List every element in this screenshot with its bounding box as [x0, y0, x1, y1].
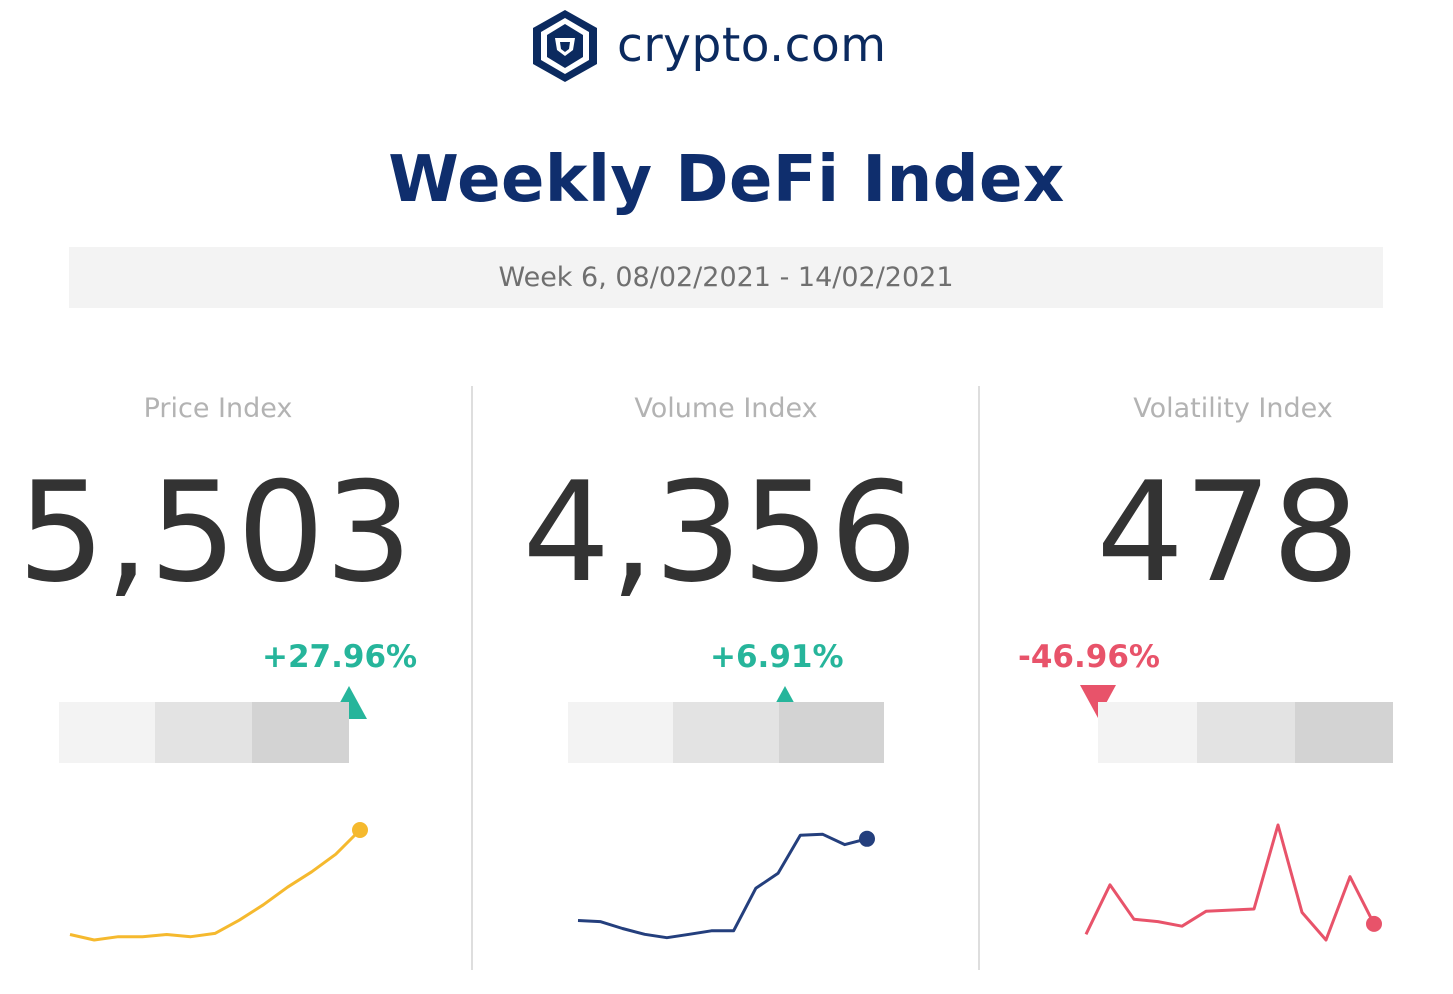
volume-index-change: +6.91%: [710, 639, 844, 675]
price-index-value: 5,503: [17, 452, 413, 613]
down-arrow-icon: [1080, 685, 1116, 718]
week-banner: Week 6, 08/02/2021 - 14/02/2021: [69, 247, 1383, 308]
volatility-sparkline: [1084, 823, 1382, 942]
volume-sparkline: [577, 830, 875, 940]
volume-index-label: Volume Index: [634, 393, 818, 424]
price-sparkline: [69, 822, 368, 942]
price-index-label: Price Index: [143, 393, 293, 424]
price-range-bar: [59, 702, 349, 763]
column-divider: [471, 386, 473, 970]
volatility-index-label: Volatility Index: [1133, 393, 1333, 424]
sparkline-series: [577, 832, 868, 940]
crypto-lion-shield-icon: [533, 10, 597, 82]
column-divider: [978, 386, 980, 970]
brand-name: crypto.com: [617, 18, 887, 73]
volume-range-bar: [568, 702, 884, 763]
volume-index-value: 4,356: [522, 452, 918, 613]
crypto-logo[interactable]: crypto.com: [531, 8, 931, 84]
sparkline-series: [1084, 823, 1376, 942]
volatility-index-change: -46.96%: [1018, 639, 1160, 675]
price-index-change: +27.96%: [262, 639, 418, 675]
week-range: Week 6, 08/02/2021 - 14/02/2021: [498, 262, 954, 293]
volatility-range-bar: [1098, 702, 1393, 763]
sparkline-endpoint: [859, 830, 875, 847]
sparkline-endpoint: [352, 822, 368, 838]
sparkline-endpoint: [1366, 915, 1382, 932]
volatility-index-value: 478: [1096, 452, 1360, 613]
sparkline-series: [69, 828, 362, 942]
page-title: Weekly DeFi Index: [388, 143, 1065, 217]
